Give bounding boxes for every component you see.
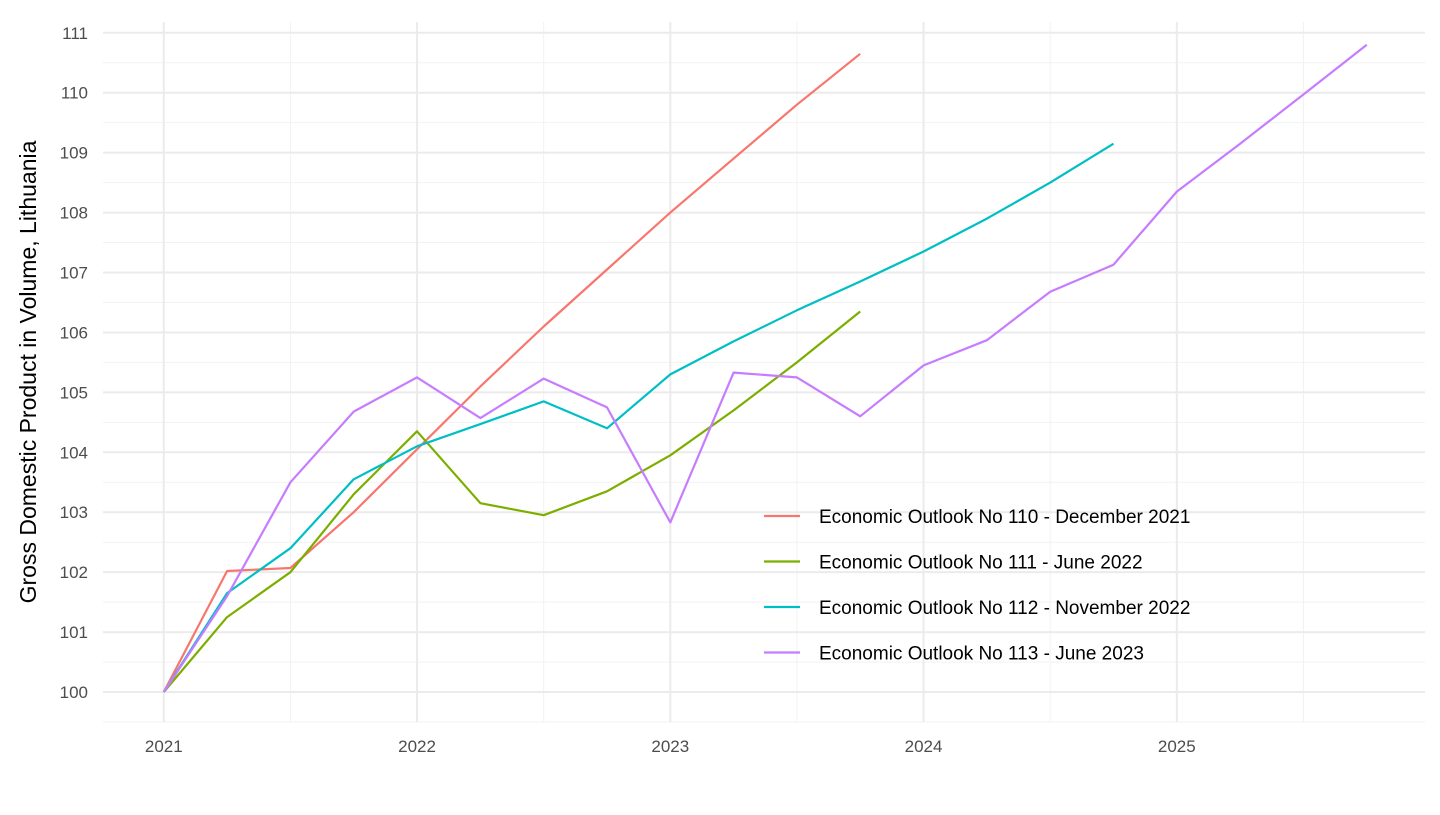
y-tick-label: 110 bbox=[61, 84, 88, 103]
series-line-1 bbox=[162, 52, 861, 693]
x-tick-label: 2024 bbox=[905, 737, 943, 756]
y-tick-label: 101 bbox=[60, 623, 88, 642]
legend-label-1: Economic Outlook No 110 - December 2021 bbox=[819, 507, 1190, 528]
series-lines bbox=[162, 43, 1368, 693]
x-tick-label: 2023 bbox=[651, 737, 689, 756]
y-tick-label: 108 bbox=[60, 204, 88, 223]
y-tick-label: 102 bbox=[60, 563, 88, 582]
y-axis-label: Gross Domestic Product in Volume, Lithua… bbox=[15, 140, 41, 603]
legend-label-4: Economic Outlook No 113 - June 2023 bbox=[819, 644, 1144, 665]
legend: Economic Outlook No 110 - December 2021 E… bbox=[764, 507, 1190, 665]
series-line-3 bbox=[162, 142, 1115, 693]
y-tick-label: 100 bbox=[60, 683, 88, 702]
series-line-2 bbox=[162, 310, 861, 693]
y-axis-ticks: 100 101 102 103 104 105 106 107 108 109 110 111 bbox=[60, 24, 88, 702]
y-tick-label: 106 bbox=[60, 323, 88, 342]
x-tick-label: 2025 bbox=[1158, 737, 1196, 756]
grid bbox=[103, 22, 1425, 723]
x-axis-ticks: 2021 2022 2023 2024 2025 bbox=[145, 737, 1196, 756]
x-tick-label: 2022 bbox=[398, 737, 436, 756]
y-tick-label: 111 bbox=[62, 24, 88, 43]
legend-label-2: Economic Outlook No 111 - June 2022 bbox=[819, 553, 1143, 574]
y-tick-label: 105 bbox=[60, 383, 88, 402]
legend-label-3: Economic Outlook No 112 - November 2022 bbox=[819, 598, 1190, 619]
y-tick-label: 104 bbox=[60, 443, 88, 462]
y-tick-label: 107 bbox=[60, 264, 88, 283]
y-tick-label: 109 bbox=[60, 144, 88, 163]
series-line-4 bbox=[162, 43, 1368, 693]
y-tick-label: 103 bbox=[60, 503, 88, 522]
x-tick-label: 2021 bbox=[145, 737, 183, 756]
